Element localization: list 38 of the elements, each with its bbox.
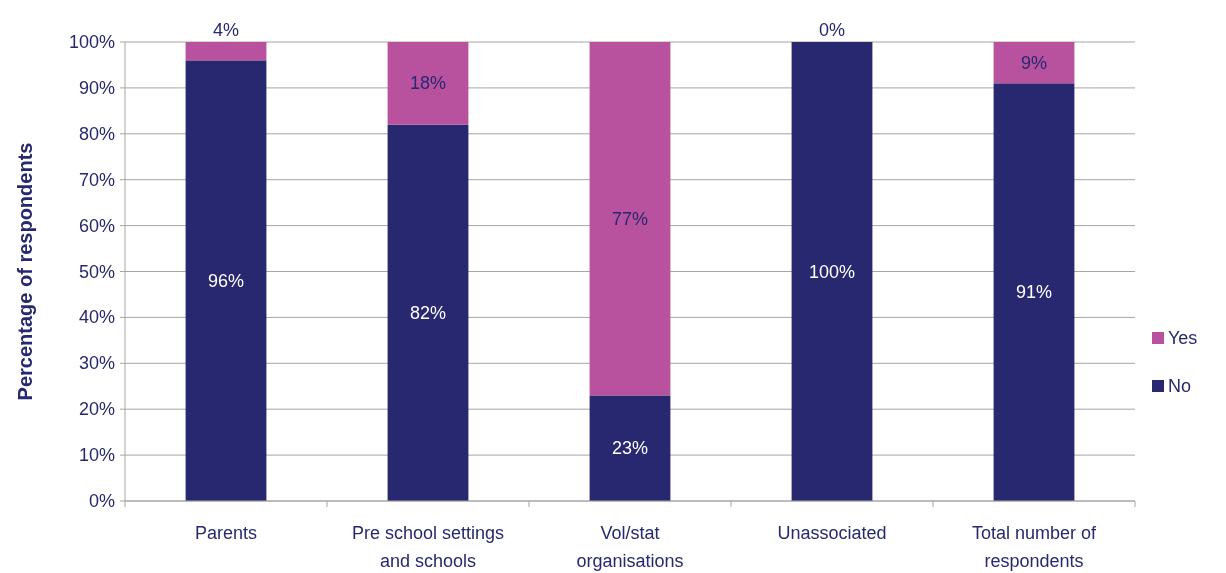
x-tick-label: Unassociated bbox=[777, 523, 887, 543]
y-tick-label: 80% bbox=[78, 123, 115, 144]
y-tick-label: 100% bbox=[68, 32, 115, 52]
legend-label: No bbox=[1168, 376, 1192, 396]
y-tick-label: 30% bbox=[78, 353, 115, 374]
x-tick-label: Total number of respondents bbox=[971, 523, 1098, 571]
data-label: 96% bbox=[207, 270, 245, 291]
data-label: 18% bbox=[409, 73, 447, 94]
data-label: 23% bbox=[611, 438, 649, 459]
data-label: 4% bbox=[212, 20, 240, 40]
bar bbox=[589, 42, 671, 396]
legend-label: Yes bbox=[1168, 328, 1198, 348]
y-tick-label: 0% bbox=[88, 491, 115, 511]
y-tick-label: 20% bbox=[78, 399, 115, 420]
data-label: 0% bbox=[818, 20, 846, 40]
data-label: 100% bbox=[808, 261, 856, 282]
x-tick-label: Vol/stat organisations bbox=[576, 523, 684, 571]
y-tick-label: 10% bbox=[78, 445, 115, 466]
x-tick-label: Pre school settings and schools bbox=[351, 523, 505, 571]
y-tick-label: 60% bbox=[78, 215, 115, 236]
bar bbox=[387, 124, 469, 501]
bar bbox=[993, 42, 1075, 84]
bar bbox=[791, 42, 873, 501]
data-label: 91% bbox=[1015, 282, 1053, 303]
y-tick-label: 70% bbox=[78, 169, 115, 190]
y-tick-label: 40% bbox=[78, 307, 115, 328]
y-axis-title: Percentage of respondents bbox=[14, 142, 36, 401]
bar bbox=[993, 83, 1075, 501]
y-tick-label: 50% bbox=[78, 261, 115, 282]
bar bbox=[589, 395, 671, 501]
data-label: 82% bbox=[409, 302, 447, 323]
bar bbox=[387, 42, 469, 125]
x-tick-label: Parents bbox=[194, 523, 258, 543]
bar bbox=[185, 42, 267, 61]
bar bbox=[185, 60, 267, 501]
y-tick-label: 90% bbox=[78, 77, 115, 98]
data-label: 77% bbox=[611, 208, 649, 229]
data-label: 9% bbox=[1020, 52, 1048, 73]
